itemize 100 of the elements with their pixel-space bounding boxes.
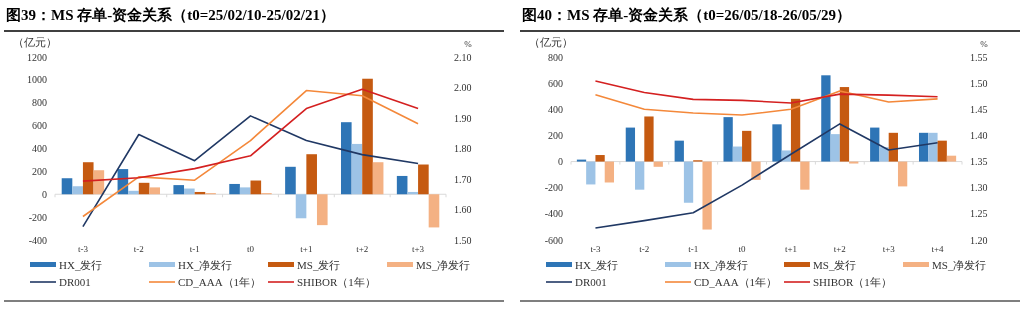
bar (595, 155, 605, 162)
y2-tick-label: 1.40 (970, 129, 988, 141)
bar (772, 124, 782, 162)
x-tick-label: t+2 (356, 244, 369, 254)
y-tick-label: 0 (42, 188, 47, 200)
bar (418, 164, 429, 195)
x-tick-label: t+3 (412, 244, 425, 254)
y2-tick-label: 1.25 (970, 208, 988, 220)
bar (800, 161, 810, 190)
bar (586, 161, 596, 185)
bar (229, 183, 240, 195)
y2-tick-label: 1.20 (970, 234, 988, 246)
y-tick-label: -400 (28, 234, 47, 246)
bar (830, 134, 840, 162)
y-tick-label: -200 (544, 182, 563, 194)
bar (723, 117, 733, 162)
y-tick-label: -400 (544, 208, 563, 220)
y2-tick-label: 1.80 (454, 143, 472, 154)
x-tick-label: t+2 (833, 244, 846, 254)
y-axis-title: （亿元） (529, 36, 573, 48)
bar (653, 161, 663, 167)
bar (285, 166, 296, 195)
legend-label: MS_净发行 (416, 259, 471, 271)
x-tick-label: t0 (246, 244, 255, 254)
y2-tick-label: 1.35 (970, 156, 988, 168)
legend-label: CD_AAA（1年） (178, 276, 262, 288)
legend-label: SHIBOR（1年） (297, 276, 376, 288)
legend-label: SHIBOR（1年） (813, 276, 892, 288)
bar (604, 161, 615, 183)
bar (295, 194, 307, 219)
y-tick-label: 400 (32, 143, 47, 154)
line-series (594, 123, 939, 229)
bar (937, 140, 947, 162)
bar (870, 127, 880, 162)
bar (751, 161, 761, 180)
y-tick-label: 400 (548, 103, 563, 115)
bar (839, 87, 850, 162)
legend-label: CD_AAA（1年） (694, 276, 778, 288)
bar (149, 187, 161, 195)
y2-tick-label: 1.90 (454, 112, 472, 124)
bar (184, 188, 195, 195)
y-tick-label: 800 (32, 97, 47, 109)
line-series (82, 88, 419, 182)
x-tick-label: t-1 (688, 244, 699, 254)
y2-tick-label: 1.50 (454, 234, 472, 246)
line-series (82, 115, 419, 228)
x-tick-label: t-3 (77, 244, 89, 254)
legend-label: HX_净发行 (694, 259, 749, 271)
y2-tick-label: 1.55 (970, 51, 988, 63)
bar (239, 187, 251, 195)
x-tick-label: t-2 (639, 244, 650, 254)
bar (407, 191, 419, 195)
bar (173, 185, 185, 195)
bar (821, 75, 831, 162)
y2-tick-label: 1.60 (454, 204, 472, 215)
bar (428, 194, 440, 228)
legend-label: DR001 (575, 276, 607, 288)
bar (946, 155, 957, 162)
line-series (82, 89, 419, 218)
y2-tick-label: 1.45 (970, 103, 988, 115)
y-tick-label: -200 (28, 211, 47, 223)
y2-tick-label: 1.50 (970, 77, 988, 89)
bar (128, 190, 139, 195)
y-tick-label: 800 (548, 51, 563, 63)
x-tick-label: t+4 (931, 244, 945, 254)
bar (742, 130, 752, 162)
y2-tick-label: 2.00 (454, 82, 472, 93)
bar (340, 122, 352, 195)
bar (928, 132, 938, 162)
y-tick-label: 1200 (27, 51, 47, 63)
line-series (594, 80, 939, 104)
x-tick-label: t-2 (133, 244, 144, 254)
y-tick-label: 1000 (27, 74, 47, 86)
x-tick-label: t+1 (784, 244, 797, 254)
y2-tick-label: 1.30 (970, 182, 988, 194)
chart-title: 图39：MS 存单-资金关系（t0=25/02/10-25/02/21） (6, 7, 335, 23)
bar (644, 116, 654, 162)
bar (351, 143, 363, 195)
bar (138, 182, 150, 195)
chart-title: 图40：MS 存单-资金关系（t0=26/05/18-26/05/29） (522, 7, 851, 23)
legend-label: HX_净发行 (178, 259, 233, 271)
y-tick-label: 600 (32, 120, 47, 132)
legend-label: DR001 (59, 276, 91, 288)
bar (635, 161, 645, 190)
bar (879, 147, 889, 162)
y-tick-label: 600 (548, 77, 563, 89)
legend-label: HX_发行 (575, 259, 619, 271)
x-tick-label: t+1 (300, 244, 313, 254)
y-tick-label: 0 (558, 156, 563, 168)
bar (316, 194, 328, 226)
y-axis-title: （亿元） (13, 36, 57, 48)
line-series (594, 90, 939, 116)
bar (625, 127, 636, 162)
legend-label: MS_净发行 (932, 259, 987, 271)
x-tick-label: t-3 (590, 244, 601, 254)
x-tick-label: t+3 (882, 244, 896, 254)
bar (372, 162, 384, 195)
y2-tick-label: 1.70 (454, 173, 472, 185)
y-tick-label: 200 (32, 165, 47, 177)
bar (683, 161, 694, 203)
